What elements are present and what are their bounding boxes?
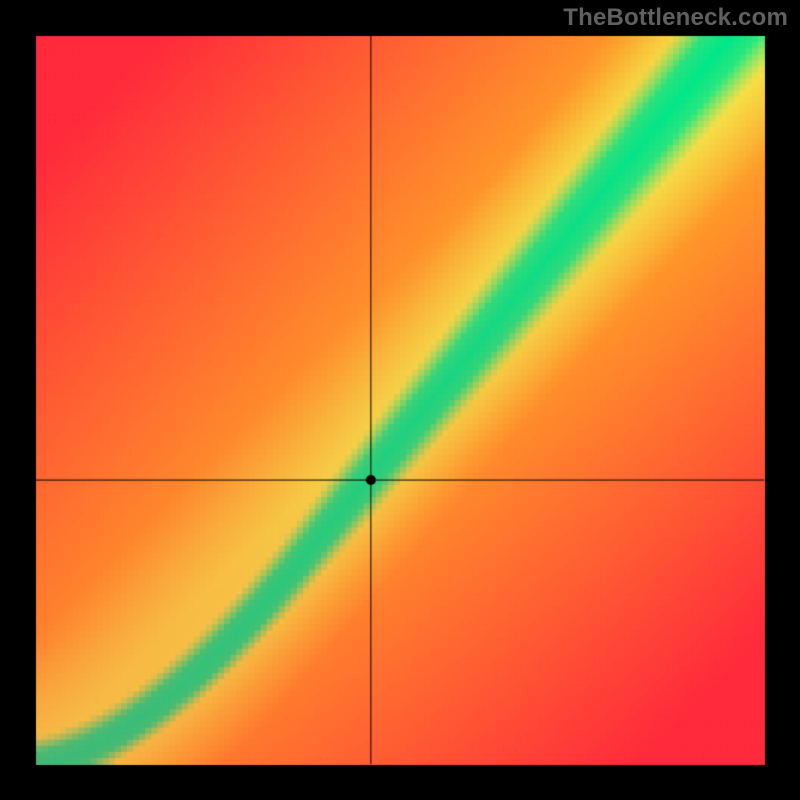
- chart-container: TheBottleneck.com: [0, 0, 800, 800]
- bottleneck-heatmap-canvas: [0, 0, 800, 800]
- watermark-text: TheBottleneck.com: [563, 4, 788, 32]
